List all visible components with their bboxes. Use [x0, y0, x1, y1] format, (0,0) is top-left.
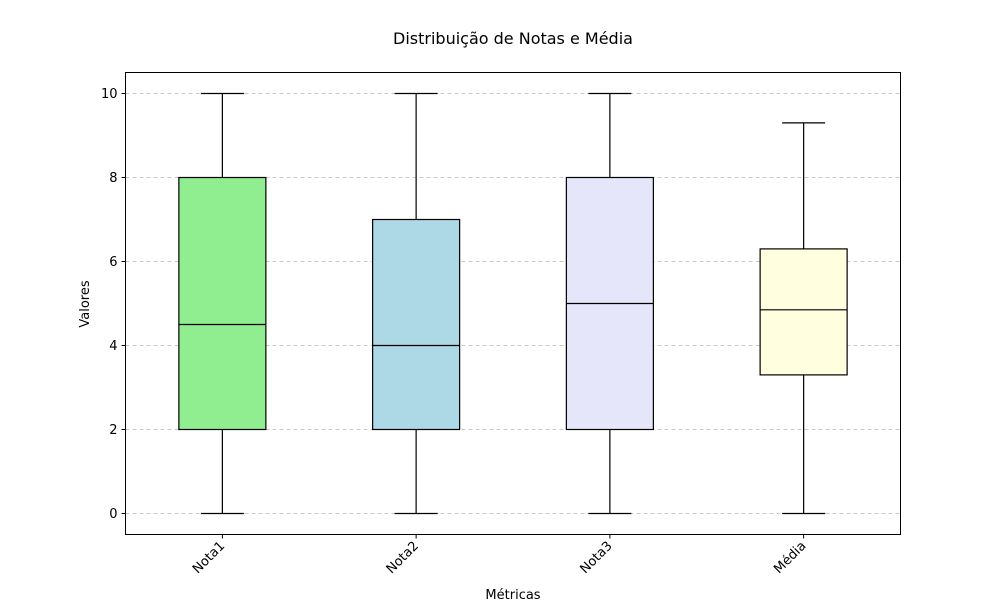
y-tick-label: 2	[109, 423, 117, 438]
iqr-box	[178, 176, 267, 431]
y-axis-label: Valores	[78, 280, 93, 327]
box-group	[759, 122, 848, 515]
boxes	[178, 92, 848, 515]
y-tick-label: 8	[109, 171, 117, 186]
x-tick-label: Nota1	[190, 539, 228, 577]
x-tick-label: Média	[771, 539, 809, 577]
box-group	[565, 92, 654, 515]
iqr-box	[372, 218, 461, 431]
y-tick-label: 4	[109, 339, 117, 354]
y-tick-label: 10	[101, 87, 118, 102]
iqr-box	[759, 248, 848, 376]
y-tick-label: 6	[109, 255, 117, 270]
chart-title: Distribuição de Notas e Média	[393, 29, 633, 48]
plot-frame	[125, 72, 901, 535]
box-group	[372, 92, 461, 515]
y-tick-label: 0	[109, 507, 117, 522]
x-tick-label: Nota2	[384, 539, 422, 577]
box-group	[178, 92, 267, 515]
x-tick-label: Nota3	[578, 539, 616, 577]
x-axis-label: Métricas	[485, 588, 540, 600]
